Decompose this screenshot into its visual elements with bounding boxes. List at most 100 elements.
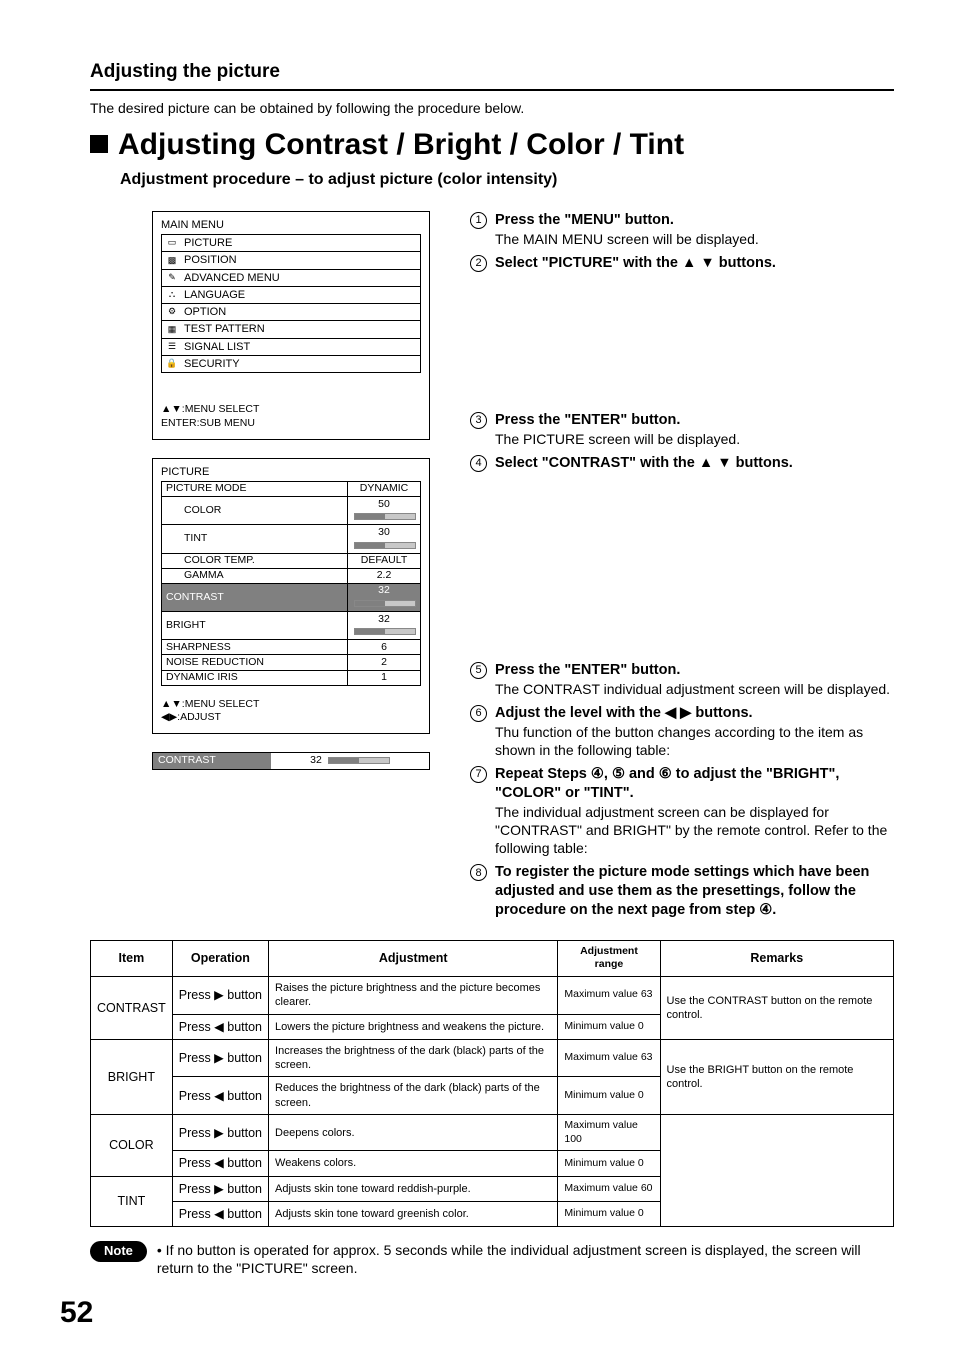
menu-item-icon: ▭ [166,239,178,248]
picture-row-value: 2.2 [348,568,421,583]
th-operation: Operation [172,940,268,976]
adjustment-table: Item Operation Adjustment Adjustment ran… [90,940,894,1227]
steps-block-3: 5 Press the "ENTER" button. The CONTRAST… [470,661,894,926]
cell-range: Minimum value 0 [558,1077,660,1115]
step-number-icon: 1 [470,212,487,229]
picture-row-value: 2 [348,655,421,670]
contrast-bar-value: 32 [310,754,322,768]
page-number: 52 [60,1293,894,1332]
th-adjustment: Adjustment [269,940,558,976]
menu-item-label: TEST PATTERN [184,322,265,336]
square-bullet-icon [90,135,108,153]
main-menu-item: ☰ SIGNAL LIST [162,339,420,356]
cell-range: Maximum value 60 [558,1176,660,1201]
step: 5 Press the "ENTER" button. The CONTRAST… [470,661,894,698]
step: 7 Repeat Steps ④, ⑤ and ⑥ to adjust the … [470,765,894,857]
cell-adjustment: Weakens colors. [269,1151,558,1176]
step-number-icon: 4 [470,455,487,472]
picture-menu-row: GAMMA 2.2 [162,568,421,583]
menu-item-icon: ⚙ [166,308,178,317]
step-body: Select "PICTURE" with the ▲ ▼ buttons. [495,254,894,273]
th-range: Adjustment range [558,940,660,976]
step-lead: To register the picture mode settings wh… [495,864,869,918]
main-heading-row: Adjusting Contrast / Bright / Color / Ti… [90,125,894,164]
picture-menu-row: SHARPNESS 6 [162,640,421,655]
step-desc: The individual adjustment screen can be … [495,803,894,858]
step-body: Press the "ENTER" button. The PICTURE sc… [495,411,894,448]
menu-item-icon: ☰ [166,342,178,351]
cell-range: Minimum value 0 [558,1201,660,1226]
cell-adjustment: Raises the picture brightness and the pi… [269,976,558,1014]
picture-row-value: 1 [348,670,421,685]
picture-row-label: SHARPNESS [162,640,348,655]
contrast-bar-osd: CONTRAST 32 [152,752,430,770]
steps-block-2: 3 Press the "ENTER" button. The PICTURE … [470,411,894,661]
step-number-icon: 6 [470,705,487,722]
th-item: Item [91,940,173,976]
step: 1 Press the "MENU" button. The MAIN MENU… [470,211,894,248]
slider-icon [354,542,416,549]
intro-text: The desired picture can be obtained by f… [90,99,894,117]
step-number-icon: 5 [470,662,487,679]
cell-operation: Press ◀ button [172,1077,268,1115]
cell-range: Maximum value 100 [558,1115,660,1151]
menu-item-label: PICTURE [184,236,232,250]
menu-item-icon: ▩ [166,256,178,265]
note-label: Note [90,1241,147,1262]
sub-heading: Adjustment procedure – to adjust picture… [120,170,894,191]
main-menu-list: ▭PICTURE▩POSITION✎ADVANCED MENU⛬LANGUAGE… [161,234,421,373]
table-row: BRIGHT Press ▶ button Increases the brig… [91,1039,894,1077]
content-columns: MAIN MENU ▭PICTURE▩POSITION✎ADVANCED MEN… [90,211,894,926]
cell-range: Maximum value 63 [558,1039,660,1077]
cell-adjustment: Adjusts skin tone toward greenish color. [269,1201,558,1226]
picture-menu-table: PICTURE MODE DYNAMIC COLOR 50 TINT 30 CO… [161,481,421,686]
main-menu-item: 🔒SECURITY [162,356,420,372]
main-menu-item: ⛬LANGUAGE [162,287,420,304]
th-remarks: Remarks [660,940,893,976]
step-number-icon: 2 [470,255,487,272]
step-lead: Adjust the level with the ◀ ▶ buttons. [495,705,753,721]
main-menu-osd: MAIN MENU ▭PICTURE▩POSITION✎ADVANCED MEN… [152,211,430,440]
picture-menu-row: CONTRAST 32 [162,583,421,611]
step-body: Press the "ENTER" button. The CONTRAST i… [495,661,894,698]
main-menu-title: MAIN MENU [161,218,421,232]
main-heading: Adjusting Contrast / Bright / Color / Ti… [118,125,684,164]
picture-row-label: COLOR [162,497,348,525]
steps-block-1: 1 Press the "MENU" button. The MAIN MENU… [470,211,894,411]
table-row: COLOR Press ▶ button Deepens colors. Max… [91,1115,894,1151]
step-body: Adjust the level with the ◀ ▶ buttons. T… [495,704,894,759]
picture-menu-row: COLOR 50 [162,497,421,525]
cell-operation: Press ▶ button [172,1039,268,1077]
picture-menu-row: BRIGHT 32 [162,612,421,640]
step: 4 Select "CONTRAST" with the ▲ ▼ buttons… [470,454,894,473]
menu-item-label: SIGNAL LIST [184,340,250,354]
main-menu-item: ▭ PICTURE [162,235,420,252]
step: 3 Press the "ENTER" button. The PICTURE … [470,411,894,448]
cell-range: Minimum value 0 [558,1014,660,1039]
picture-menu-row: NOISE REDUCTION 2 [162,655,421,670]
step: 8 To register the picture mode settings … [470,863,894,920]
cell-adjustment: Increases the brightness of the dark (bl… [269,1039,558,1077]
menu-item-label: ADVANCED MENU [184,271,280,285]
cell-adjustment: Deepens colors. [269,1115,558,1151]
cell-adjustment: Lowers the picture brightness and weaken… [269,1014,558,1039]
cell-remarks [660,1115,893,1227]
step: 6 Adjust the level with the ◀ ▶ buttons.… [470,704,894,759]
step-lead: Press the "ENTER" button. [495,412,680,428]
cell-item: COLOR [91,1115,173,1177]
step-lead: Select "PICTURE" with the ▲ ▼ buttons. [495,255,776,271]
menu-item-icon: ⛬ [166,291,178,300]
picture-row-label: NOISE REDUCTION [162,655,348,670]
picture-row-value: DYNAMIC [348,481,421,496]
slider-icon [328,757,390,764]
table-row: CONTRAST Press ▶ button Raises the pictu… [91,976,894,1014]
step: 2 Select "PICTURE" with the ▲ ▼ buttons. [470,254,894,273]
step-lead: Select "CONTRAST" with the ▲ ▼ buttons. [495,455,793,471]
picture-row-label: COLOR TEMP. [162,553,348,568]
picture-row-value: 32 [348,612,421,640]
picture-menu-row: COLOR TEMP. DEFAULT [162,553,421,568]
step-number-icon: 8 [470,864,487,881]
cell-operation: Press ◀ button [172,1201,268,1226]
menu-item-label: OPTION [184,305,226,319]
step-lead: Press the "MENU" button. [495,212,674,228]
